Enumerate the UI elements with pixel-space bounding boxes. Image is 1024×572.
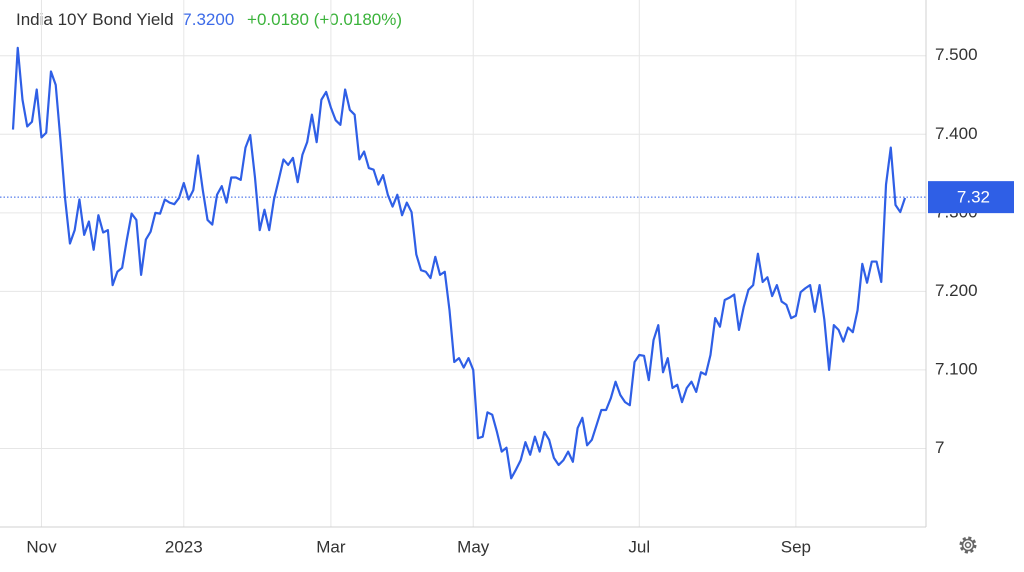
chart-title: India 10Y Bond Yield — [16, 10, 174, 29]
settings-icon[interactable] — [959, 536, 977, 554]
y-tick-label: 7 — [935, 438, 944, 457]
last-price-label: 7.32 — [957, 188, 990, 207]
x-tick-label: May — [457, 537, 490, 556]
header: India 10Y Bond Yield 7.3200 +0.0180 (+0.… — [16, 10, 402, 29]
x-tick-label: Jul — [628, 537, 650, 556]
gear-body — [961, 538, 975, 552]
y-tick-label: 7.200 — [935, 281, 978, 300]
x-tick-label: Sep — [781, 537, 811, 556]
x-tick-label: 2023 — [165, 537, 203, 556]
price-line — [11, 46, 907, 480]
x-tick-label: Nov — [26, 537, 57, 556]
y-tick-label: 7.100 — [935, 359, 978, 378]
change: +0.0180 (+0.0180%) — [247, 10, 402, 29]
gear-teeth — [959, 536, 977, 554]
y-tick-label: 7.500 — [935, 45, 978, 64]
last-price-box — [928, 181, 1014, 214]
price: 7.3200 — [182, 10, 234, 29]
y-tick-label: 7.400 — [935, 124, 978, 143]
gear-hole — [964, 541, 972, 549]
x-tick-label: Mar — [316, 537, 346, 556]
